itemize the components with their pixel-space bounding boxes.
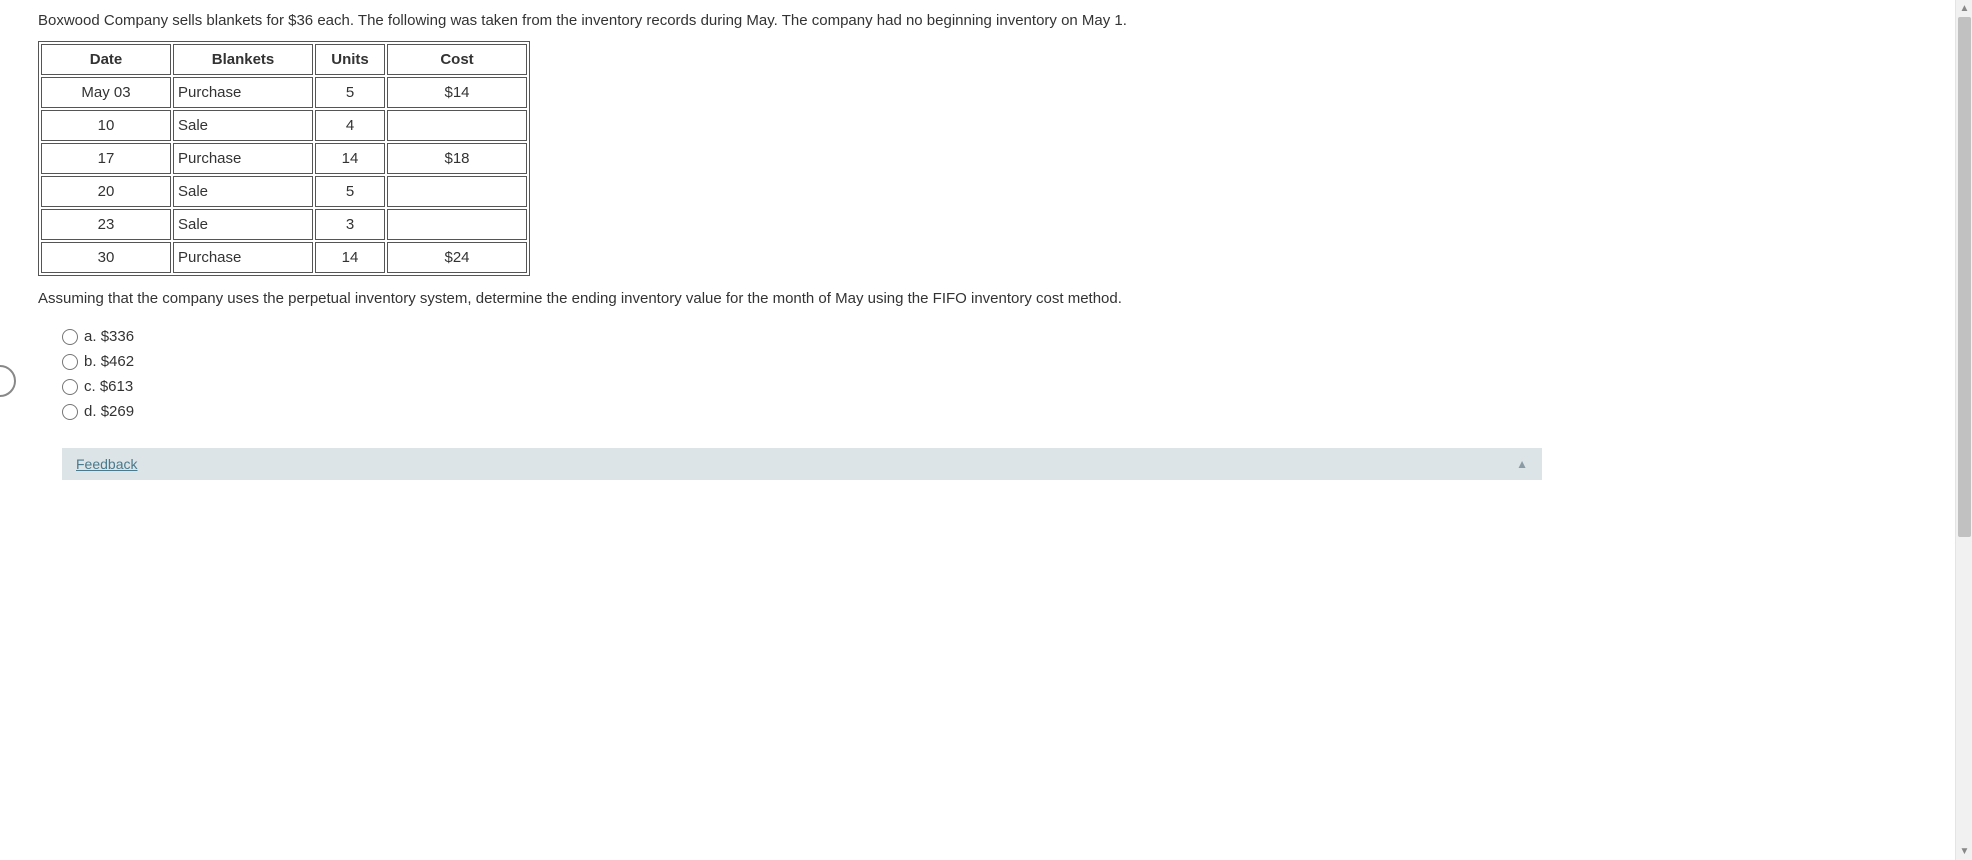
col-header-date: Date [41,44,171,75]
cell-date: 20 [41,176,171,207]
cell-units: 4 [315,110,385,141]
option-b-label: b. $462 [84,353,134,370]
cell-blankets: Purchase [173,143,313,174]
cell-blankets: Sale [173,209,313,240]
col-header-units: Units [315,44,385,75]
collapse-icon[interactable]: ▲ [1516,457,1528,471]
cell-units: 14 [315,143,385,174]
option-a[interactable]: a. $336 [62,328,1952,345]
cell-cost: $14 [387,77,527,108]
cell-cost: $18 [387,143,527,174]
table-row: 30 Purchase 14 $24 [41,242,527,273]
question-intro: Boxwood Company sells blankets for $36 e… [38,10,1952,33]
option-c[interactable]: c. $613 [62,378,1952,395]
cell-date: May 03 [41,77,171,108]
cell-cost [387,110,527,141]
option-b[interactable]: b. $462 [62,353,1952,370]
cell-date: 23 [41,209,171,240]
cell-date: 10 [41,110,171,141]
cell-units: 5 [315,176,385,207]
table-row: 20 Sale 5 [41,176,527,207]
cell-blankets: Purchase [173,77,313,108]
cell-cost: $24 [387,242,527,273]
table-row: 10 Sale 4 [41,110,527,141]
option-a-label: a. $336 [84,328,134,345]
table-row: May 03 Purchase 5 $14 [41,77,527,108]
scroll-down-icon[interactable]: ▼ [1956,843,1972,860]
nav-circle-icon[interactable] [0,365,16,397]
option-d[interactable]: d. $269 [62,403,1952,420]
cell-blankets: Sale [173,110,313,141]
cell-units: 14 [315,242,385,273]
feedback-bar[interactable]: Feedback ▲ [62,448,1542,480]
radio-b[interactable] [62,354,78,370]
question-content: Boxwood Company sells blankets for $36 e… [38,10,1952,480]
table-body: May 03 Purchase 5 $14 10 Sale 4 17 Purch… [41,77,527,273]
radio-a[interactable] [62,329,78,345]
cell-units: 5 [315,77,385,108]
option-d-label: d. $269 [84,403,134,420]
cell-units: 3 [315,209,385,240]
cell-cost [387,176,527,207]
cell-blankets: Purchase [173,242,313,273]
col-header-blankets: Blankets [173,44,313,75]
question-prompt: Assuming that the company uses the perpe… [38,288,1952,311]
radio-d[interactable] [62,404,78,420]
cell-cost [387,209,527,240]
radio-c[interactable] [62,379,78,395]
feedback-link[interactable]: Feedback [76,456,137,472]
cell-date: 17 [41,143,171,174]
scroll-up-icon[interactable]: ▲ [1956,0,1972,17]
scroll-thumb[interactable] [1958,17,1971,537]
inventory-table: Date Blankets Units Cost May 03 Purchase… [38,41,530,276]
cell-date: 30 [41,242,171,273]
scrollbar-vertical[interactable]: ▲ ▼ [1955,0,1972,860]
option-c-label: c. $613 [84,378,133,395]
col-header-cost: Cost [387,44,527,75]
table-row: 23 Sale 3 [41,209,527,240]
table-header-row: Date Blankets Units Cost [41,44,527,75]
table-row: 17 Purchase 14 $18 [41,143,527,174]
answer-options: a. $336 b. $462 c. $613 d. $269 [62,328,1952,420]
cell-blankets: Sale [173,176,313,207]
